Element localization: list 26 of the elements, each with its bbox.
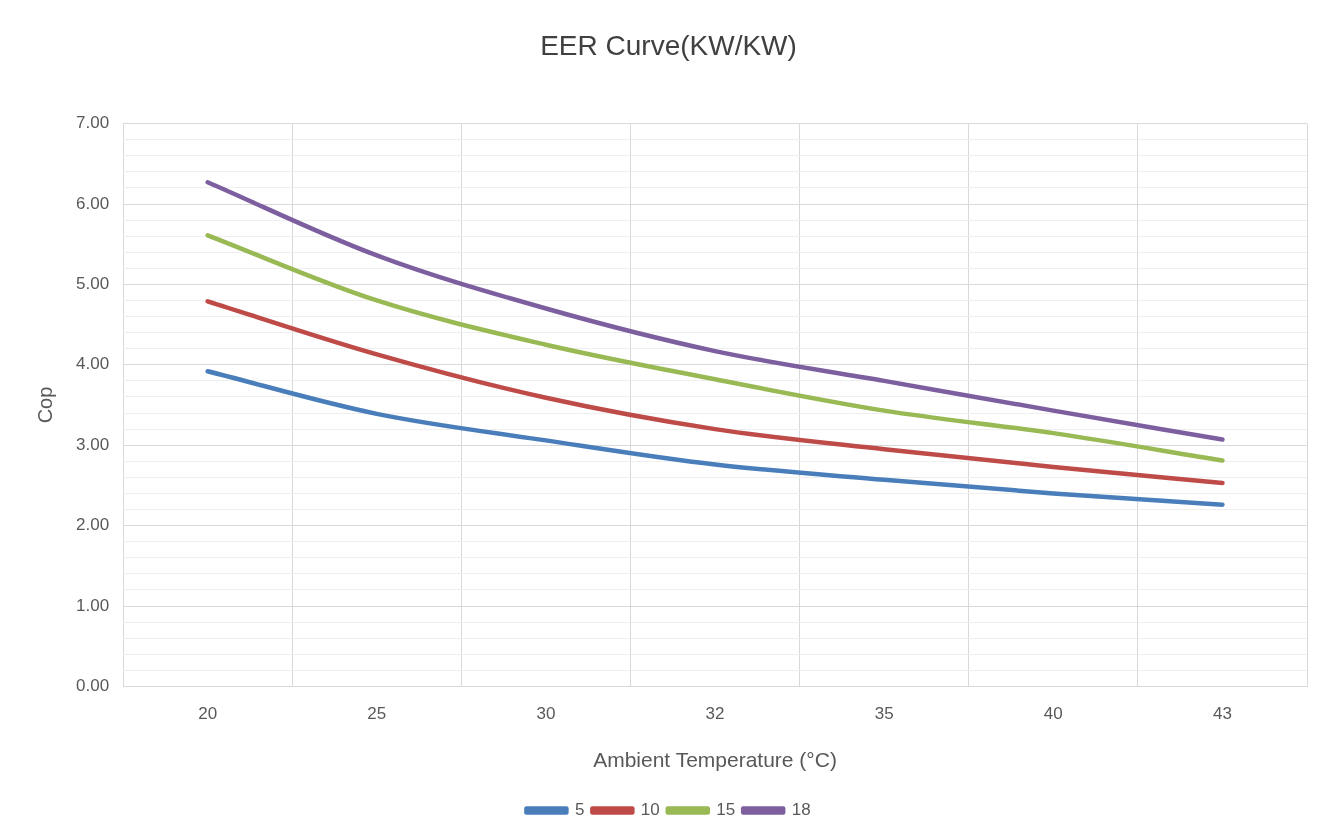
y-tick-label: 5.00 (75, 274, 110, 294)
legend-label: 10 (640, 800, 660, 820)
y-tick-label: 4.00 (75, 354, 110, 374)
line-series (205, 233, 1225, 463)
y-tick-label: 3.00 (75, 434, 110, 454)
line-series (205, 180, 1225, 442)
x-axis-title: Ambient Temperature (°C) (593, 748, 837, 772)
y-tick-label: 7.00 (75, 113, 110, 133)
line-series (205, 299, 1225, 486)
legend-label: 15 (716, 800, 736, 820)
chart-title: EER Curve(KW/KW) (540, 29, 797, 61)
y-axis-title: Cop (33, 386, 56, 424)
x-tick-label: 30 (536, 704, 556, 724)
x-tick-label: 25 (367, 704, 387, 724)
x-tick-label: 20 (198, 704, 218, 724)
x-tick-label: 32 (705, 704, 725, 724)
y-tick-label: 0.00 (75, 676, 110, 696)
x-tick-label: 35 (874, 704, 894, 724)
legend-label: 18 (791, 800, 811, 820)
x-tick-label: 40 (1043, 704, 1063, 724)
y-tick-label: 1.00 (75, 595, 110, 615)
legend-label: 5 (574, 800, 585, 820)
x-tick-label: 43 (1212, 704, 1232, 724)
line-series (205, 368, 1225, 507)
y-tick-label: 2.00 (75, 515, 110, 535)
y-tick-label: 6.00 (75, 193, 110, 213)
